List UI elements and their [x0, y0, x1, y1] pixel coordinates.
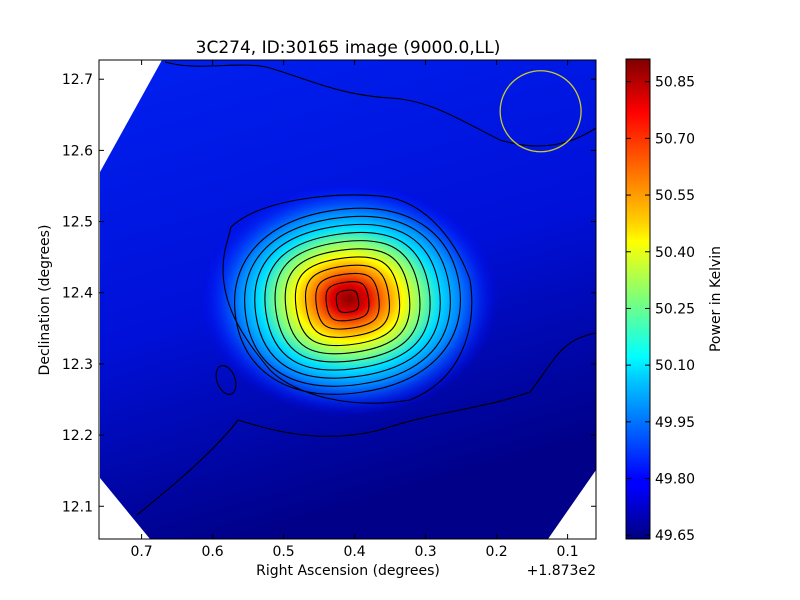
- contour-line: [325, 281, 370, 322]
- contour-lower-lobe: [136, 332, 596, 516]
- colorbar-tick-label: 50.55: [655, 188, 695, 204]
- x-tick-label: 0.4: [343, 544, 365, 560]
- y-tick-label: 12.7: [62, 72, 93, 88]
- colorbar: [625, 58, 651, 540]
- contour-line: [284, 248, 411, 355]
- colorbar-tick-label: 49.65: [655, 528, 695, 544]
- x-tick-label: 0.3: [414, 544, 436, 560]
- y-axis-label: Declination (degrees): [37, 225, 53, 376]
- x-tick-label: 0.2: [485, 544, 507, 560]
- colorbar-tick-label: 50.25: [655, 301, 695, 317]
- contour-line: [264, 231, 431, 371]
- contour-line: [335, 289, 360, 314]
- contour-lines: [234, 207, 461, 395]
- y-tick-label: 12.4: [62, 286, 93, 302]
- colorbar-tick-label: 50.70: [655, 131, 695, 147]
- x-axis-label: Right Ascension (degrees): [256, 563, 440, 579]
- y-tick-label: 12.2: [62, 428, 93, 444]
- colorbar-ticks: 49.65 49.80 49.95 50.10 50.25 50.40 50.55 50.70…: [626, 75, 695, 544]
- contour-line: [304, 264, 391, 338]
- contour-small-island: [215, 365, 237, 395]
- y-tick-label: 12.1: [62, 499, 93, 515]
- colorbar-tick-label: 49.80: [655, 472, 695, 488]
- colorbar-tick-label: 50.10: [655, 358, 695, 374]
- plot-frame: [98, 59, 597, 540]
- contour-outer-middle: [222, 194, 473, 404]
- x-axis-offset: +1.873e2: [527, 563, 596, 579]
- colorbar-tick-label: 49.95: [655, 415, 695, 431]
- contour-line: [294, 256, 401, 347]
- y-tick-label: 12.3: [62, 357, 93, 373]
- beam-circle: [499, 70, 582, 153]
- colorbar-tick-label: 50.40: [655, 245, 695, 261]
- x-tick-label: 0.1: [556, 544, 578, 560]
- contour-line: [244, 215, 451, 387]
- contour-line: [254, 223, 441, 379]
- y-axis-ticks: 12.1 12.2 12.3 12.4 12.5 12.6 12.7: [62, 72, 596, 515]
- y-tick-label: 12.5: [62, 215, 93, 231]
- y-tick-label: 12.6: [62, 143, 93, 159]
- chart-title: 3C274, ID:30165 image (9000.0,LL): [196, 38, 501, 58]
- x-tick-label: 0.5: [272, 544, 294, 560]
- x-axis-ticks: 0.7 0.6 0.5 0.4 0.3 0.2 0.1: [130, 60, 579, 560]
- x-tick-label: 0.7: [130, 544, 152, 560]
- contour-line: [315, 272, 380, 330]
- colorbar-tick-label: 50.85: [655, 75, 695, 91]
- radio-source-emission: [199, 181, 499, 417]
- contour-line: [274, 240, 421, 363]
- x-tick-label: 0.6: [201, 544, 223, 560]
- contour-outer-top: [164, 61, 596, 147]
- colorbar-label: Power in Kelvin: [708, 246, 724, 352]
- plot-area: [100, 60, 596, 539]
